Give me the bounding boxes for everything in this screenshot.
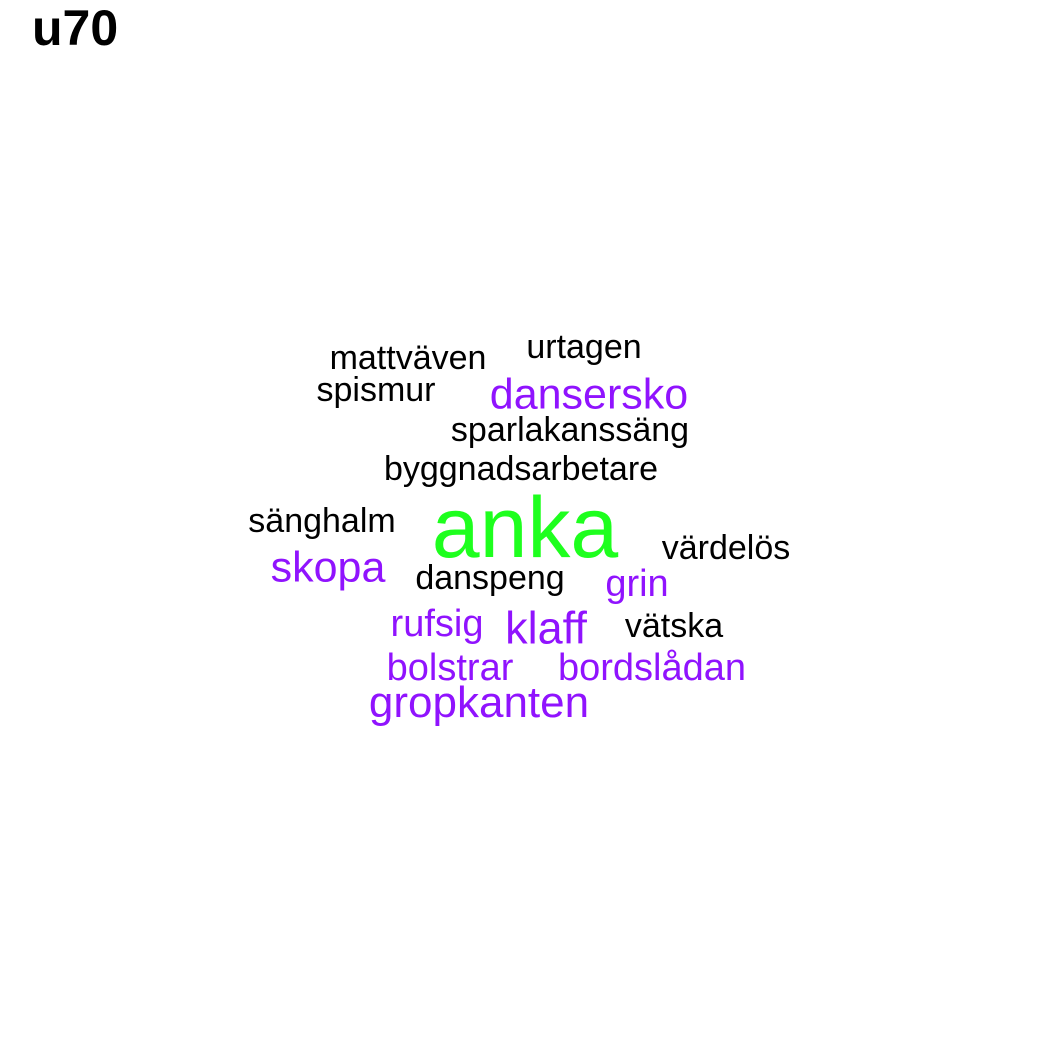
word-sanghalm: sänghalm xyxy=(248,502,396,540)
word-skopa: skopa xyxy=(270,543,386,592)
word-bordsladan: bordslådan xyxy=(557,647,747,689)
word-mattvaven: mattväven xyxy=(329,339,487,377)
word-dansersko: dansersko xyxy=(489,370,689,419)
word-byggnadsarbetare: byggnadsarbetare xyxy=(383,450,659,488)
word-sparlakanssang: sparlakanssäng xyxy=(450,411,690,449)
word-urtagen: urtagen xyxy=(526,328,642,366)
word-vatska: vätska xyxy=(624,607,724,645)
word-rufsig: rufsig xyxy=(390,603,484,645)
word-spismur: spismur xyxy=(316,371,436,409)
word-klaff: klaff xyxy=(505,602,587,654)
word-gropkanten: gropkanten xyxy=(368,678,590,727)
word-bolstrar: bolstrar xyxy=(386,647,514,689)
word-anka: anka xyxy=(431,480,619,576)
word-grin: grin xyxy=(605,563,669,605)
word-vardelos: värdelös xyxy=(661,529,791,567)
panel-title: u70 xyxy=(32,0,119,56)
word-danspeng: danspeng xyxy=(415,559,565,597)
